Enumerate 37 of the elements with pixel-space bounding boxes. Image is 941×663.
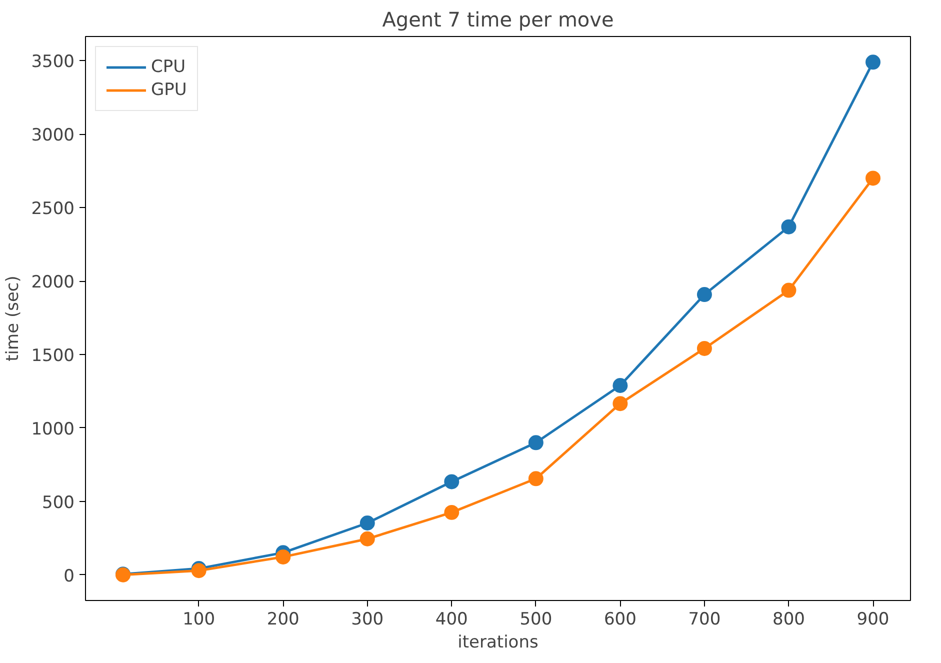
point [276,549,291,564]
y-tick-label: 1500 [31,346,74,366]
y-tick-label: 500 [42,492,75,513]
legend-label: GPU [151,80,187,100]
point [781,282,796,298]
point [866,54,880,70]
x-tick-label: 400 [435,610,468,630]
y-tick-label: 2000 [31,272,74,293]
x-tick-label: 600 [604,610,636,630]
x-tick-label: 500 [520,610,552,630]
point [444,504,460,520]
point [444,474,460,490]
x-tick-label: 800 [772,610,805,630]
y-tick-label: 0 [64,566,75,586]
x-tick-label: 900 [856,610,890,630]
point [612,396,628,412]
y-axis-title: time (sec) [3,276,24,362]
point [360,516,375,530]
point [866,170,880,186]
point [528,435,544,450]
point [781,219,796,234]
x-tick-label: 300 [351,610,384,630]
legend-label: CPU [151,57,186,77]
point [360,531,375,546]
x-tick-label: 200 [266,610,300,630]
chart-title: Agent 7 time per move [382,8,614,32]
y-tick-label: 3000 [31,126,74,146]
y-tick-label: 3500 [31,52,74,72]
point [696,340,712,356]
point [612,378,628,393]
x-axis-title: iterations [458,632,538,652]
y-tick-label: 2500 [31,199,74,220]
point [696,287,712,302]
y-tick-label: 1000 [31,419,74,440]
x-tick-label: 700 [688,610,721,630]
point [528,471,544,486]
x-tick-label: 100 [182,610,216,630]
